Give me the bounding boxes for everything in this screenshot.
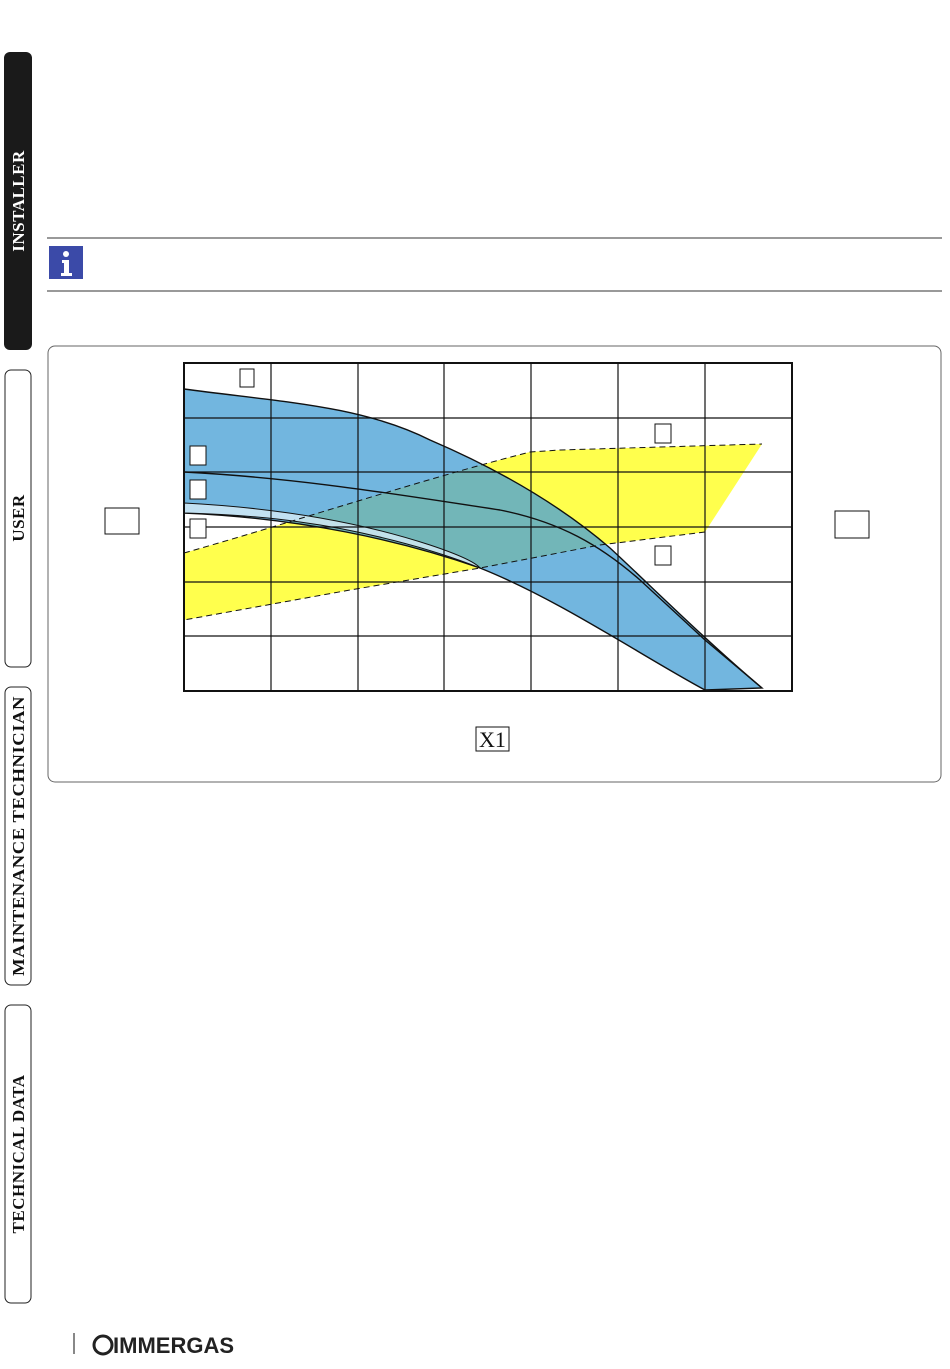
tab-label[interactable]: MAINTENANCE TECHNICIAN: [9, 696, 28, 976]
dashed-curve: [183, 531, 706, 621]
info-icon-dot: [63, 251, 69, 257]
logo: IMMERGAS: [113, 1333, 234, 1358]
tab-active[interactable]: [4, 52, 32, 350]
tab-label[interactable]: USER: [9, 494, 28, 542]
tab-label[interactable]: INSTALLER: [9, 150, 28, 252]
label-box: [104, 368, 870, 752]
tab-label[interactable]: TECHNICAL DATA: [9, 1074, 28, 1233]
tab[interactable]: [4, 1004, 32, 1304]
light-band: [183, 502, 481, 569]
dashed-curve: [183, 443, 763, 554]
tab[interactable]: [4, 686, 32, 986]
info-icon-glyph: [61, 260, 72, 276]
logo-mark: [92, 1334, 114, 1356]
x-label: X1: [479, 727, 506, 752]
curve: [183, 471, 763, 689]
grid: [183, 362, 793, 692]
figure-frame: [47, 345, 942, 783]
tab[interactable]: [4, 369, 32, 668]
